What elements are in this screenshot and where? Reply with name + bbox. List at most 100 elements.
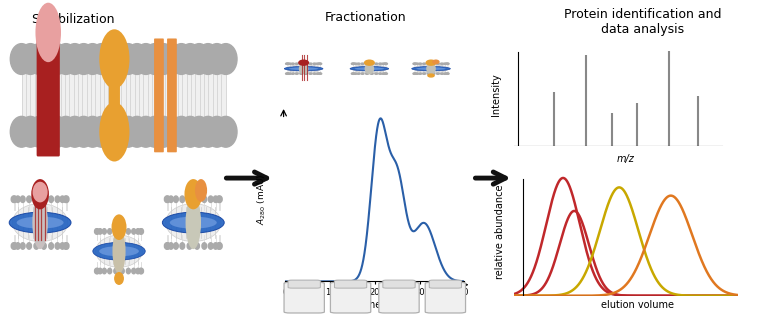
Ellipse shape: [96, 235, 142, 267]
Circle shape: [444, 73, 447, 74]
Circle shape: [28, 116, 50, 147]
Circle shape: [136, 268, 140, 274]
Text: Fractionation: Fractionation: [324, 11, 406, 24]
Ellipse shape: [425, 59, 437, 66]
Circle shape: [379, 73, 382, 74]
Ellipse shape: [113, 229, 126, 274]
Circle shape: [21, 196, 25, 203]
Circle shape: [95, 229, 100, 234]
Circle shape: [382, 63, 385, 65]
Circle shape: [174, 196, 178, 203]
Circle shape: [28, 44, 50, 74]
Circle shape: [413, 63, 416, 65]
FancyBboxPatch shape: [425, 282, 466, 313]
Circle shape: [197, 116, 219, 147]
Circle shape: [72, 116, 95, 147]
Ellipse shape: [93, 242, 145, 260]
FancyBboxPatch shape: [21, 64, 226, 127]
Circle shape: [195, 196, 199, 203]
Circle shape: [354, 73, 357, 74]
Ellipse shape: [9, 212, 71, 233]
Ellipse shape: [162, 212, 224, 233]
Circle shape: [120, 268, 124, 274]
Circle shape: [42, 196, 46, 203]
Circle shape: [55, 44, 77, 74]
Circle shape: [319, 73, 322, 74]
Circle shape: [108, 268, 112, 274]
Circle shape: [319, 63, 322, 65]
Text: elution volume: elution volume: [600, 301, 673, 310]
Circle shape: [187, 243, 192, 249]
Circle shape: [432, 63, 435, 65]
Circle shape: [371, 73, 373, 74]
Circle shape: [165, 196, 170, 203]
Circle shape: [352, 73, 355, 74]
Circle shape: [375, 73, 377, 74]
Circle shape: [316, 63, 319, 65]
Circle shape: [169, 196, 174, 203]
Ellipse shape: [352, 65, 387, 73]
Text: Solubilization: Solubilization: [31, 13, 114, 26]
Circle shape: [126, 44, 148, 74]
Circle shape: [180, 243, 185, 249]
Circle shape: [161, 116, 183, 147]
Circle shape: [428, 74, 434, 77]
Circle shape: [309, 73, 312, 74]
Circle shape: [300, 63, 303, 65]
Circle shape: [304, 63, 307, 65]
Circle shape: [55, 243, 60, 249]
Circle shape: [15, 196, 20, 203]
Circle shape: [285, 73, 288, 74]
Circle shape: [209, 243, 213, 249]
Circle shape: [205, 116, 228, 147]
Circle shape: [64, 116, 86, 147]
Circle shape: [202, 196, 207, 203]
Circle shape: [354, 63, 357, 65]
Circle shape: [27, 196, 31, 203]
Circle shape: [188, 116, 210, 147]
Circle shape: [60, 243, 65, 249]
Circle shape: [216, 196, 221, 203]
Circle shape: [126, 268, 130, 274]
Circle shape: [414, 73, 416, 74]
Ellipse shape: [416, 67, 446, 70]
Circle shape: [152, 116, 175, 147]
Circle shape: [416, 73, 419, 74]
Circle shape: [218, 243, 222, 249]
Ellipse shape: [12, 204, 68, 242]
Circle shape: [37, 44, 59, 74]
Circle shape: [384, 73, 387, 74]
Ellipse shape: [364, 59, 375, 66]
Circle shape: [419, 73, 422, 74]
Circle shape: [313, 63, 316, 65]
Circle shape: [170, 44, 193, 74]
Circle shape: [371, 63, 373, 65]
Circle shape: [152, 44, 175, 74]
Circle shape: [169, 243, 174, 249]
Circle shape: [213, 243, 218, 249]
Circle shape: [19, 116, 42, 147]
Circle shape: [144, 116, 166, 147]
Circle shape: [117, 44, 139, 74]
Circle shape: [132, 268, 135, 274]
Circle shape: [139, 229, 144, 234]
Circle shape: [72, 44, 95, 74]
Circle shape: [21, 243, 25, 249]
Text: m/z: m/z: [617, 154, 635, 164]
Ellipse shape: [170, 217, 217, 229]
Ellipse shape: [112, 214, 126, 240]
Circle shape: [384, 63, 387, 65]
Ellipse shape: [31, 179, 49, 209]
Circle shape: [19, 44, 42, 74]
Circle shape: [94, 229, 99, 234]
Circle shape: [114, 229, 118, 234]
Ellipse shape: [412, 66, 451, 71]
Circle shape: [170, 116, 193, 147]
Ellipse shape: [99, 102, 129, 162]
Circle shape: [437, 63, 439, 65]
Ellipse shape: [36, 3, 61, 62]
Circle shape: [432, 73, 435, 74]
Circle shape: [132, 229, 135, 234]
Circle shape: [139, 229, 142, 234]
Circle shape: [446, 63, 449, 65]
